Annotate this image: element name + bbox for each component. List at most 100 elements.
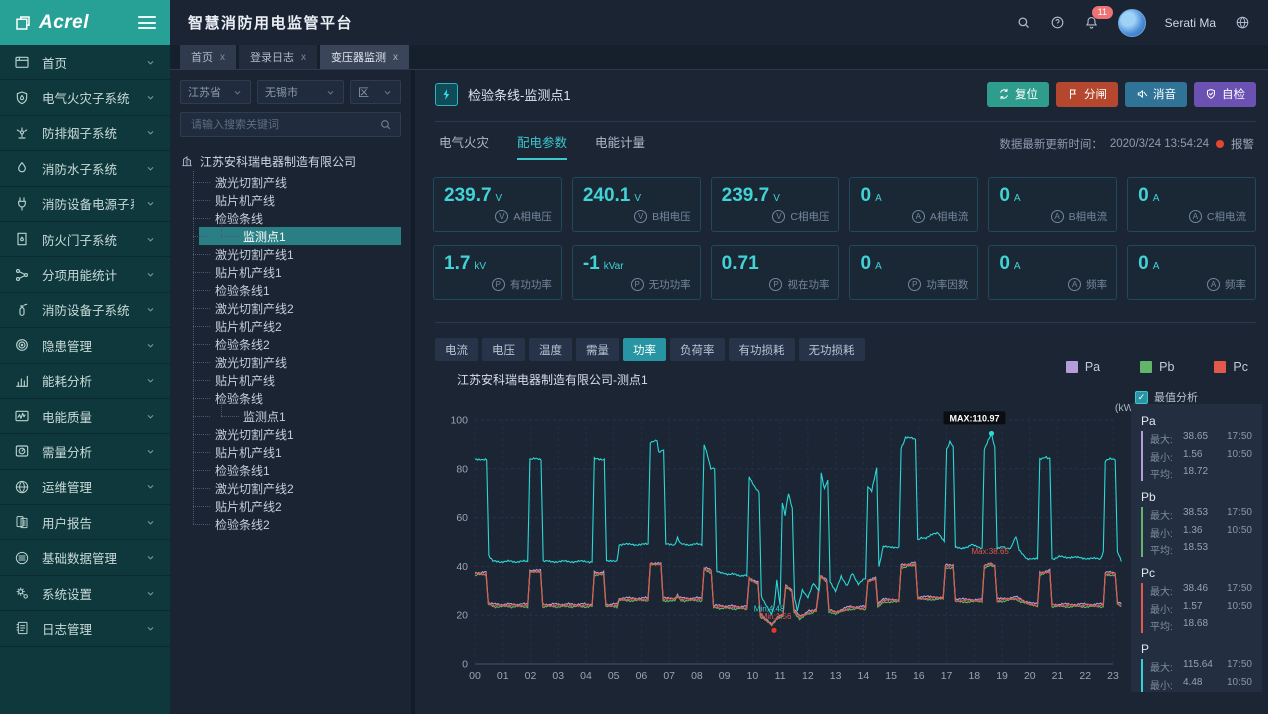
tree-node[interactable]: 激光切割产线	[180, 353, 401, 371]
svg-text:20: 20	[1024, 670, 1036, 682]
svg-text:20: 20	[456, 610, 468, 622]
tree-node[interactable]: 检验条线1	[180, 281, 401, 299]
svg-text:10: 10	[747, 670, 759, 682]
acrel-logo-icon	[14, 14, 32, 32]
search-icon[interactable]	[1016, 15, 1031, 30]
sidebar-item-gear[interactable]: 系统设置	[0, 576, 170, 612]
metric-tab-5[interactable]: 功率	[623, 338, 666, 361]
sidebar-item-fan[interactable]: 防排烟子系统	[0, 116, 170, 152]
tree-root-node[interactable]: 江苏安科瑞电器制造有限公司	[180, 151, 401, 171]
sidebar-item-database[interactable]: 基础数据管理	[0, 540, 170, 576]
sidebar-item-dashboard[interactable]: 首页	[0, 45, 170, 81]
tree-node-label: 贴片机产线1	[215, 445, 282, 460]
tree-node[interactable]: 贴片机产线1	[180, 443, 401, 461]
tree-node[interactable]: 检验条线	[180, 209, 401, 227]
detail-tab-3[interactable]: 电能计量	[595, 136, 646, 150]
tree-node[interactable]: 贴片机产线	[180, 191, 401, 209]
help-icon[interactable]	[1050, 15, 1065, 30]
globe-icon[interactable]	[1235, 15, 1250, 30]
chevron-down-icon	[145, 517, 156, 528]
mute-button[interactable]: 消音	[1125, 81, 1187, 107]
sidebar-item-meter[interactable]: 需量分析	[0, 434, 170, 470]
svg-text:12: 12	[802, 670, 814, 682]
tree-node[interactable]: 贴片机产线	[180, 371, 401, 389]
flag-button[interactable]: 分闸	[1056, 81, 1118, 107]
user-name[interactable]: Serati Ma	[1164, 15, 1216, 30]
sidebar-item-nodes[interactable]: 分项用能统计	[0, 257, 170, 293]
tree-node[interactable]: 检验条线	[180, 389, 401, 407]
metric-tab-1[interactable]: 电流	[435, 338, 478, 361]
metric-tab-7[interactable]: 有功损耗	[728, 338, 795, 361]
sidebar-item-water[interactable]: 消防水子系统	[0, 151, 170, 187]
sidebar-item-power-plug[interactable]: 消防设备电源子系统	[0, 187, 170, 222]
legend-item-Pa[interactable]: Pa	[1065, 360, 1100, 374]
tree-node[interactable]: 激光切割产线	[180, 173, 401, 191]
tree-node[interactable]: 贴片机产线2	[180, 497, 401, 515]
sidebar-item-target[interactable]: 隐患管理	[0, 328, 170, 364]
page-tab-1[interactable]: 首页 x	[180, 45, 236, 69]
sidebar-item-log[interactable]: 日志管理	[0, 611, 170, 647]
tree-connector	[193, 343, 210, 345]
page-tab-2[interactable]: 登录日志 x	[239, 45, 317, 69]
card-label-text: 功率因数	[926, 279, 969, 291]
metric-tab-6[interactable]: 负荷率	[670, 338, 725, 361]
tree-node[interactable]: 激光切割产线1	[180, 245, 401, 263]
close-icon[interactable]: x	[393, 51, 398, 63]
notifications-bell[interactable]: 11	[1084, 6, 1113, 30]
detail-tab-1[interactable]: 电气火灾	[439, 136, 490, 150]
legend-item-Pc[interactable]: Pc	[1214, 360, 1248, 374]
tree-node[interactable]: 激光切割产线1	[180, 425, 401, 443]
reset-button[interactable]: 复位	[987, 81, 1049, 107]
measurement-card: -1 kVar P 无功功率	[571, 245, 701, 300]
svg-text:04: 04	[580, 670, 592, 682]
tree-node[interactable]: 贴片机产线2	[180, 317, 401, 335]
tree-node[interactable]: 贴片机产线1	[180, 263, 401, 281]
region-select-2[interactable]: 无锡市	[257, 80, 344, 104]
sidebar-item-report[interactable]: 用户报告	[0, 505, 170, 541]
sidebar-item-extinguisher[interactable]: 消防设备子系统	[0, 293, 170, 329]
tree-node[interactable]: 检验条线1	[180, 461, 401, 479]
tree-node[interactable]: 检验条线2	[180, 515, 401, 533]
checkbox-checked-icon[interactable]: ✓	[1135, 390, 1148, 404]
tree-node-selected[interactable]: 监测点1	[193, 218, 401, 245]
close-icon[interactable]: x	[220, 51, 225, 63]
tree-node[interactable]: 检验条线2	[180, 335, 401, 353]
tree-node[interactable]: 激光切割产线2	[180, 299, 401, 317]
tree-node[interactable]: 激光切割产线2	[180, 479, 401, 497]
metric-tab-2[interactable]: 电压	[482, 338, 525, 361]
metric-tab-4[interactable]: 需量	[576, 338, 619, 361]
update-time: 2020/3/24 13:54:24	[1109, 138, 1209, 150]
sidebar-item-label: 消防设备子系统	[42, 304, 130, 319]
minmax-analysis-toggle[interactable]: ✓ 最值分析	[1135, 389, 1198, 405]
avatar[interactable]	[1117, 8, 1146, 37]
metric-tab-8[interactable]: 无功损耗	[798, 338, 865, 361]
sidebar-item-bar-chart[interactable]: 能耗分析	[0, 364, 170, 399]
circled-P-icon: P	[769, 278, 783, 291]
search-input[interactable]	[189, 117, 379, 132]
shield-flame-icon	[14, 89, 31, 106]
detail-tab-2[interactable]: 配电参数	[517, 132, 568, 160]
card-label: A 频率	[1206, 277, 1246, 292]
water-icon	[14, 160, 31, 177]
tree-node[interactable]: 监测点1	[180, 398, 401, 425]
search-icon[interactable]	[379, 118, 392, 131]
page-tab-3[interactable]: 变压器监测 x	[320, 45, 409, 69]
menu-toggle-icon[interactable]	[138, 16, 156, 29]
legend-item-Pb[interactable]: Pb	[1140, 360, 1174, 374]
sidebar-item-shield-flame[interactable]: 电气火灾子系统	[0, 80, 170, 116]
tree-search[interactable]	[180, 112, 401, 137]
power-line-chart[interactable]: 0 20 40 60 80 100 00 01 02 03 04 05 06 07 08 09 10 11 12 13…	[447, 400, 1147, 692]
svg-text:02: 02	[525, 670, 537, 682]
region-select-1[interactable]: 江苏省	[180, 80, 251, 104]
region-select-3[interactable]: 区	[350, 80, 401, 104]
metric-tab-3[interactable]: 温度	[529, 338, 572, 361]
sidebar-item-label: 隐患管理	[42, 339, 93, 354]
close-icon[interactable]: x	[301, 51, 306, 63]
card-unit: A	[875, 193, 882, 204]
sidebar-item-wave[interactable]: 电能质量	[0, 399, 170, 435]
card-unit: kVar	[603, 261, 624, 272]
shield-check-button[interactable]: 自检	[1194, 81, 1256, 107]
sidebar-item-fire-door[interactable]: 防火门子系统	[0, 222, 170, 258]
sidebar-item-ops-globe[interactable]: 运维管理	[0, 470, 170, 506]
power-plug-icon	[14, 195, 31, 212]
